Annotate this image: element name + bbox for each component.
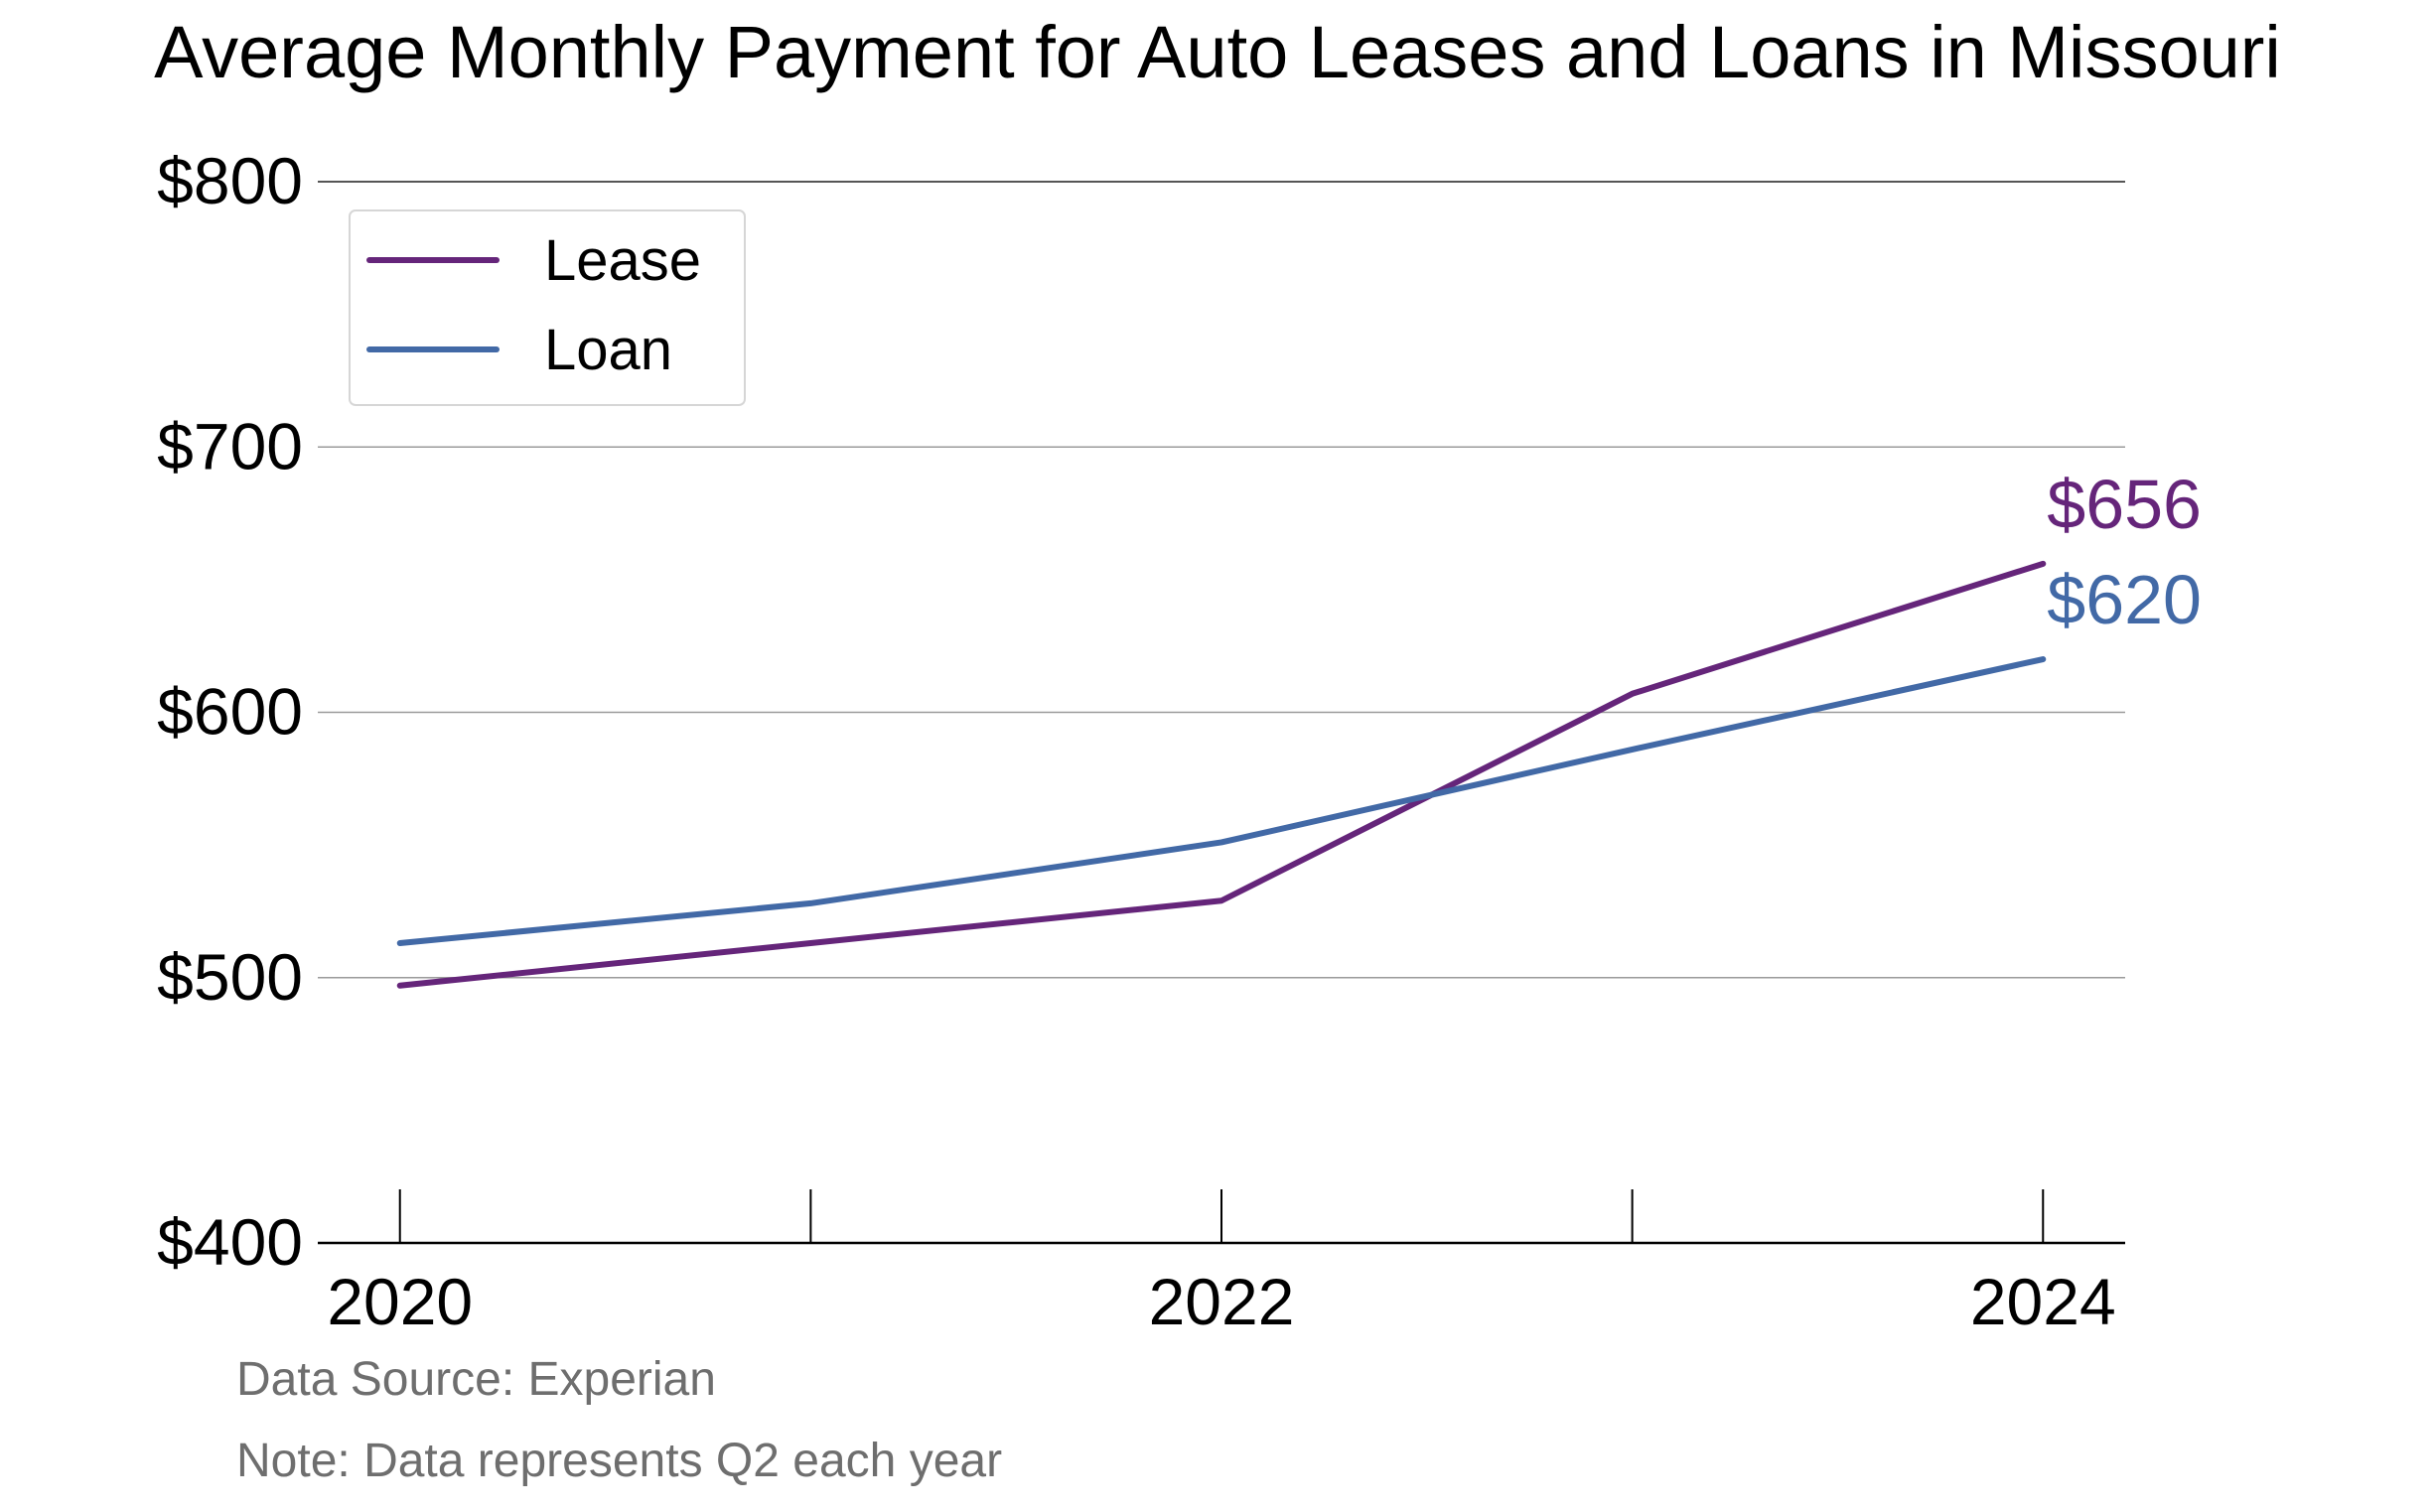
y-tick-label: $800 (157, 144, 303, 217)
chart-title: Average Monthly Payment for Auto Leases … (154, 11, 2281, 93)
y-tick-label: $500 (157, 940, 303, 1014)
end-label-loan: $620 (2047, 561, 2202, 638)
series-lines (400, 564, 2044, 986)
series-line-lease (400, 564, 2044, 986)
x-tick-label: 2022 (1149, 1265, 1295, 1338)
y-tick-label: $600 (157, 675, 303, 749)
legend-label-loan: Loan (544, 318, 672, 382)
legend-label-lease: Lease (544, 228, 701, 293)
footnote-source: Data Source: Experian (236, 1353, 716, 1406)
legend: Lease Loan (350, 210, 745, 405)
footnote-note: Note: Data represents Q2 each year (236, 1435, 1002, 1487)
end-labels: $656 $620 (2047, 466, 2202, 638)
x-tick-label: 2024 (1970, 1265, 2116, 1338)
y-tick-label: $700 (157, 409, 303, 482)
y-tick-label: $400 (157, 1205, 303, 1279)
end-label-lease: $656 (2047, 466, 2202, 543)
x-tick-label: 2020 (327, 1265, 473, 1338)
